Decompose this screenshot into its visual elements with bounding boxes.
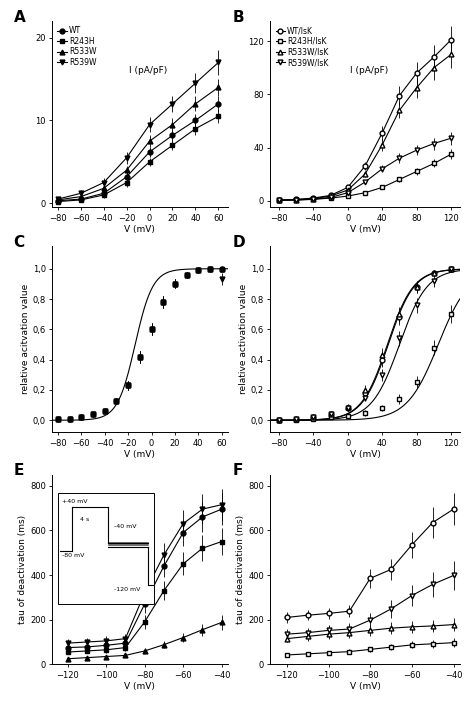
X-axis label: V (mV): V (mV) — [124, 683, 155, 691]
X-axis label: V (mV): V (mV) — [349, 226, 381, 234]
X-axis label: V (mV): V (mV) — [124, 226, 155, 234]
Text: I (pA/pF): I (pA/pF) — [129, 66, 168, 75]
Text: E: E — [14, 463, 24, 478]
Text: D: D — [232, 235, 245, 250]
Text: C: C — [14, 235, 25, 250]
Y-axis label: tau of deactivation (ms): tau of deactivation (ms) — [18, 515, 27, 624]
Text: A: A — [14, 10, 25, 25]
Y-axis label: tau of deactivation (ms): tau of deactivation (ms) — [236, 515, 245, 624]
X-axis label: V (mV): V (mV) — [349, 451, 381, 459]
Y-axis label: relative activation value: relative activation value — [239, 284, 248, 394]
Legend: WT/IsK, R243H/IsK, R533W/IsK, R539W/IsK: WT/IsK, R243H/IsK, R533W/IsK, R539W/IsK — [274, 25, 330, 69]
Y-axis label: relative acitvation value: relative acitvation value — [21, 284, 30, 394]
Text: F: F — [232, 463, 243, 478]
X-axis label: V (mV): V (mV) — [124, 451, 155, 459]
Text: I (pA/pF): I (pA/pF) — [350, 66, 388, 75]
Legend: WT, R243H, R533W, R539W: WT, R243H, R533W, R539W — [56, 25, 98, 69]
Text: B: B — [232, 10, 244, 25]
X-axis label: V (mV): V (mV) — [349, 683, 381, 691]
